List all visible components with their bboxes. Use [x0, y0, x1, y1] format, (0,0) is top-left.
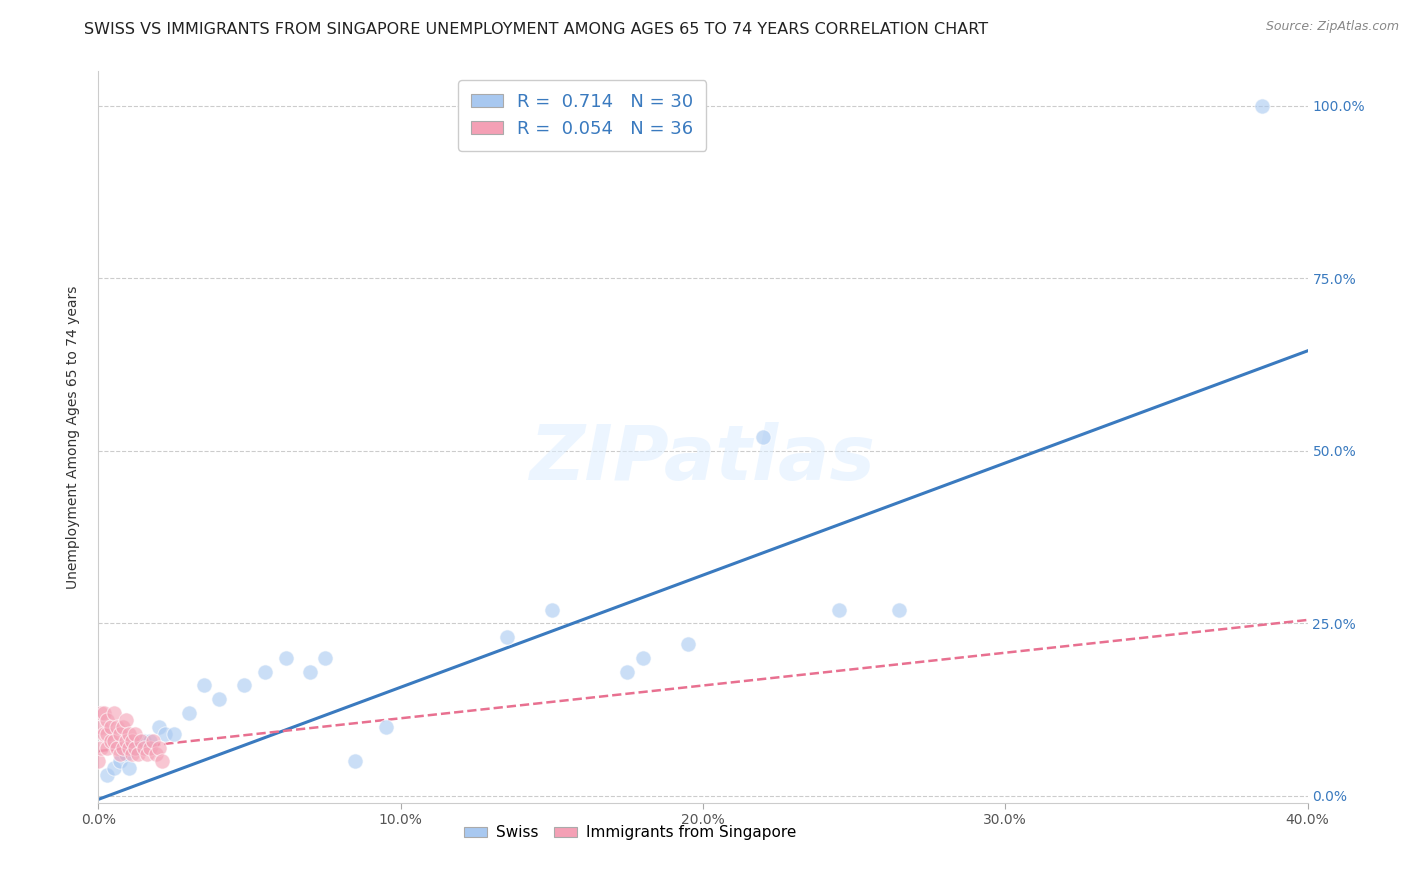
- Text: SWISS VS IMMIGRANTS FROM SINGAPORE UNEMPLOYMENT AMONG AGES 65 TO 74 YEARS CORREL: SWISS VS IMMIGRANTS FROM SINGAPORE UNEMP…: [84, 22, 988, 37]
- Point: [193, 678, 215, 692]
- Point: [828, 602, 851, 616]
- Point: [129, 733, 152, 747]
- Point: [103, 706, 125, 720]
- Point: [616, 665, 638, 679]
- Point: [132, 740, 155, 755]
- Point: [676, 637, 699, 651]
- Point: [163, 727, 186, 741]
- Text: Source: ZipAtlas.com: Source: ZipAtlas.com: [1265, 20, 1399, 33]
- Point: [105, 720, 128, 734]
- Point: [374, 720, 396, 734]
- Point: [127, 747, 149, 762]
- Point: [108, 747, 131, 762]
- Point: [232, 678, 254, 692]
- Point: [114, 733, 136, 747]
- Point: [100, 733, 122, 747]
- Point: [135, 747, 157, 762]
- Point: [314, 651, 336, 665]
- Point: [103, 761, 125, 775]
- Point: [87, 755, 110, 769]
- Point: [90, 740, 112, 755]
- Point: [148, 740, 170, 755]
- Point: [100, 720, 122, 734]
- Point: [150, 755, 173, 769]
- Point: [153, 727, 176, 741]
- Point: [105, 740, 128, 755]
- Point: [124, 727, 146, 741]
- Point: [142, 733, 165, 747]
- Point: [631, 651, 654, 665]
- Point: [90, 706, 112, 720]
- Text: ZIPatlas: ZIPatlas: [530, 422, 876, 496]
- Point: [111, 740, 134, 755]
- Y-axis label: Unemployment Among Ages 65 to 74 years: Unemployment Among Ages 65 to 74 years: [66, 285, 80, 589]
- Point: [145, 747, 167, 762]
- Point: [103, 733, 125, 747]
- Point: [752, 430, 775, 444]
- Point: [90, 720, 112, 734]
- Point: [889, 602, 911, 616]
- Point: [495, 630, 517, 644]
- Point: [121, 733, 143, 747]
- Point: [124, 740, 146, 755]
- Point: [344, 755, 367, 769]
- Point: [132, 733, 155, 747]
- Point: [96, 727, 118, 741]
- Legend: Swiss, Immigrants from Singapore: Swiss, Immigrants from Singapore: [458, 819, 803, 847]
- Point: [121, 747, 143, 762]
- Point: [139, 733, 162, 747]
- Point: [274, 651, 297, 665]
- Point: [124, 740, 146, 755]
- Point: [118, 727, 141, 741]
- Point: [96, 768, 118, 782]
- Point: [118, 761, 141, 775]
- Point: [179, 706, 201, 720]
- Point: [540, 602, 562, 616]
- Point: [114, 713, 136, 727]
- Point: [93, 706, 115, 720]
- Point: [111, 720, 134, 734]
- Point: [96, 740, 118, 755]
- Point: [1251, 99, 1274, 113]
- Point: [93, 727, 115, 741]
- Point: [108, 755, 131, 769]
- Point: [108, 727, 131, 741]
- Point: [299, 665, 322, 679]
- Point: [208, 692, 231, 706]
- Point: [118, 740, 141, 755]
- Point: [96, 713, 118, 727]
- Point: [114, 747, 136, 762]
- Point: [148, 720, 170, 734]
- Point: [253, 665, 276, 679]
- Point: [139, 740, 162, 755]
